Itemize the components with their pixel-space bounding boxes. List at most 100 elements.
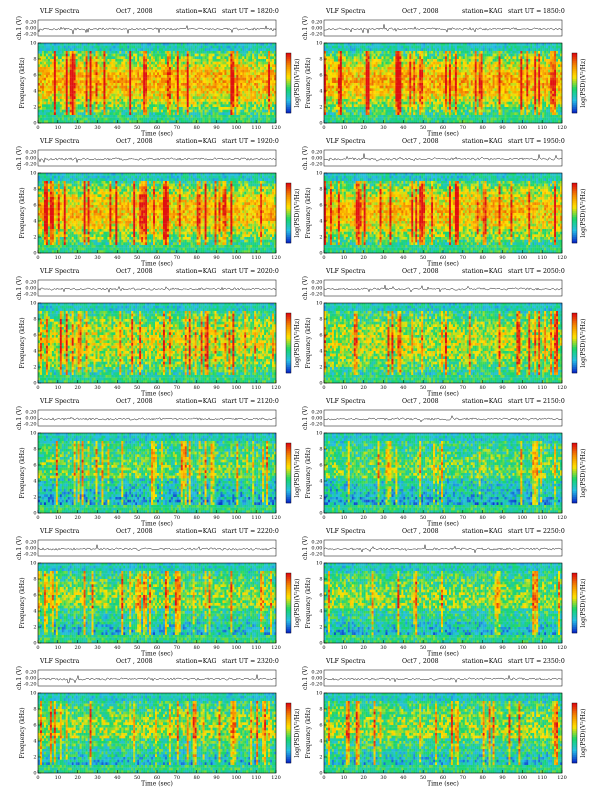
panel-start-ut: 2220:0	[257, 528, 279, 535]
y-tick-label: 4	[319, 349, 322, 355]
y-axis-label: Frequency (kHz)	[19, 187, 26, 238]
x-tick-label: 30	[380, 255, 386, 261]
colorbar-label: log(PSD)(V²/Hz)	[294, 319, 301, 368]
ch1-frame	[37, 539, 277, 557]
ch1-tick-label: -0.20	[24, 682, 37, 688]
x-tick-label: 110	[537, 645, 547, 651]
spectrogram-cells	[324, 563, 563, 644]
x-tick-label: 120	[271, 645, 281, 651]
colorbar	[285, 312, 292, 374]
panel-date: Oct7 , 2008	[402, 658, 439, 665]
x-tick-label: 120	[557, 775, 567, 781]
x-tick-label: 10	[55, 385, 61, 391]
spectrogram-cells	[38, 173, 277, 254]
x-tick-label: 90	[213, 645, 219, 651]
x-tick-label: 10	[341, 255, 347, 261]
y-tick-label: 2	[33, 105, 36, 111]
x-tick-label: 110	[537, 125, 547, 131]
spectrogram-panel: VLF Spectra Oct7 , 2008 station=KAG start U…	[300, 398, 590, 528]
panel-start-label: start UT =	[222, 658, 255, 665]
x-tick-label: 20	[74, 125, 80, 131]
ch1-axis-label: ch.1 (V)	[302, 146, 309, 170]
ch1-frame	[37, 669, 277, 687]
x-tick-label: 70	[460, 385, 466, 391]
x-tick-label: 0	[36, 775, 39, 781]
x-axis-label: Time (sec)	[427, 651, 459, 658]
x-axis-label: Time (sec)	[141, 131, 173, 138]
ch1-frame	[37, 19, 277, 37]
spectrogram-cells	[324, 303, 563, 384]
x-tick-label: 0	[322, 645, 325, 651]
x-tick-label: 90	[499, 125, 505, 131]
x-tick-label: 20	[74, 775, 80, 781]
ch1-trace	[37, 285, 277, 293]
x-tick-label: 80	[479, 255, 485, 261]
x-tick-label: 80	[479, 775, 485, 781]
x-tick-label: 0	[322, 255, 325, 261]
y-tick-label: 2	[319, 755, 322, 761]
ch1-tick-label: 0.20	[25, 280, 36, 286]
x-axis-label: Time (sec)	[141, 781, 173, 788]
x-tick-label: 70	[174, 645, 180, 651]
y-tick-label: 6	[33, 463, 36, 469]
x-axis-label: Time (sec)	[141, 391, 173, 398]
spectrogram-cells	[324, 433, 563, 514]
spectrogram-cells	[324, 693, 563, 774]
x-tick-label: 20	[360, 775, 366, 781]
x-tick-label: 70	[460, 125, 466, 131]
x-tick-label: 120	[271, 385, 281, 391]
x-tick-label: 90	[213, 775, 219, 781]
x-tick-label: 70	[460, 775, 466, 781]
ch1-tick-label: 0.00	[25, 676, 36, 682]
x-axis-label: Time (sec)	[141, 521, 173, 528]
x-tick-label: 10	[341, 125, 347, 131]
x-tick-label: 120	[271, 125, 281, 131]
ch1-frame	[37, 279, 277, 297]
y-tick-label: 10	[30, 561, 36, 567]
x-tick-label: 10	[55, 255, 61, 261]
colorbar-label: log(PSD)(V²/Hz)	[580, 319, 587, 368]
spectrogram-cells	[38, 43, 277, 124]
colorbar-label: log(PSD)(V²/Hz)	[294, 579, 301, 628]
x-tick-label: 60	[154, 775, 160, 781]
ch1-tick-label: 0.00	[311, 546, 322, 552]
panel-start-label: start UT =	[222, 8, 255, 15]
x-tick-label: 50	[134, 515, 140, 521]
x-tick-label: 40	[400, 515, 406, 521]
y-axis-label: Frequency (kHz)	[19, 577, 26, 628]
panel-title: VLF Spectra	[326, 268, 365, 275]
y-tick-label: 10	[316, 171, 322, 177]
y-tick-label: 2	[319, 365, 322, 371]
x-tick-label: 70	[460, 515, 466, 521]
panel-station: station=KAG	[462, 138, 503, 145]
panel-station: station=KAG	[462, 398, 503, 405]
x-tick-label: 20	[360, 515, 366, 521]
x-tick-label: 120	[557, 255, 567, 261]
x-tick-label: 100	[518, 775, 528, 781]
x-tick-label: 50	[134, 255, 140, 261]
y-tick-label: 6	[33, 593, 36, 599]
panel-title: VLF Spectra	[40, 138, 79, 145]
y-tick-label: 4	[33, 89, 36, 95]
y-tick-label: 8	[319, 317, 322, 323]
panel-title: VLF Spectra	[40, 658, 79, 665]
ch1-tick-label: -0.20	[310, 162, 323, 168]
x-tick-label: 40	[400, 255, 406, 261]
y-tick-label: 10	[30, 41, 36, 47]
x-tick-label: 30	[94, 125, 100, 131]
x-tick-label: 110	[537, 385, 547, 391]
colorbar	[571, 182, 578, 244]
y-tick-label: 6	[33, 73, 36, 79]
x-tick-label: 10	[55, 125, 61, 131]
y-tick-label: 2	[33, 365, 36, 371]
x-tick-label: 100	[232, 775, 242, 781]
x-tick-label: 80	[193, 515, 199, 521]
ch1-tick-label: -0.20	[310, 682, 323, 688]
x-tick-label: 110	[251, 385, 261, 391]
ch1-tick-label: 0.00	[25, 546, 36, 552]
y-axis-label: Frequency (kHz)	[305, 57, 312, 108]
colorbar-label: log(PSD)(V²/Hz)	[580, 59, 587, 108]
